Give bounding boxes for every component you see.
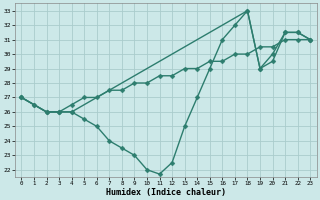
X-axis label: Humidex (Indice chaleur): Humidex (Indice chaleur) [106,188,226,197]
